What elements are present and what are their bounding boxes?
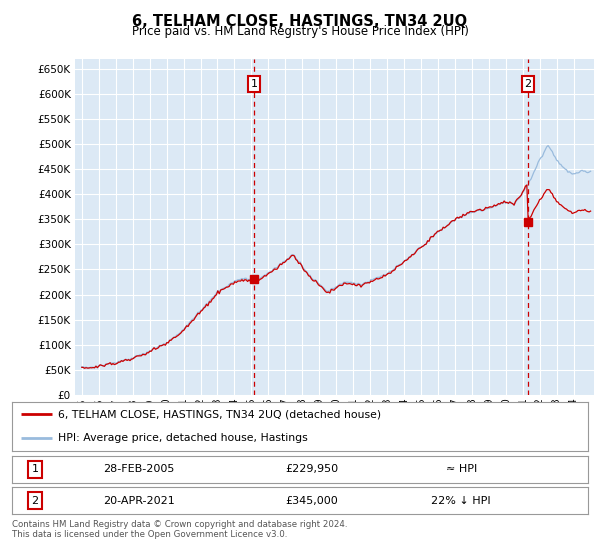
Text: ≈ HPI: ≈ HPI [446,464,477,474]
Text: Contains HM Land Registry data © Crown copyright and database right 2024.
This d: Contains HM Land Registry data © Crown c… [12,520,347,539]
Text: 28-FEB-2005: 28-FEB-2005 [103,464,175,474]
Text: 1: 1 [250,79,257,89]
Text: 2: 2 [31,496,38,506]
Text: 20-APR-2021: 20-APR-2021 [103,496,175,506]
Text: HPI: Average price, detached house, Hastings: HPI: Average price, detached house, Hast… [58,433,308,443]
Text: £229,950: £229,950 [285,464,338,474]
Text: 22% ↓ HPI: 22% ↓ HPI [431,496,491,506]
Text: £345,000: £345,000 [285,496,338,506]
Text: 6, TELHAM CLOSE, HASTINGS, TN34 2UQ (detached house): 6, TELHAM CLOSE, HASTINGS, TN34 2UQ (det… [58,409,381,419]
Text: Price paid vs. HM Land Registry's House Price Index (HPI): Price paid vs. HM Land Registry's House … [131,25,469,38]
Text: 6, TELHAM CLOSE, HASTINGS, TN34 2UQ: 6, TELHAM CLOSE, HASTINGS, TN34 2UQ [133,14,467,29]
Text: 2: 2 [524,79,532,89]
Text: 1: 1 [32,464,38,474]
